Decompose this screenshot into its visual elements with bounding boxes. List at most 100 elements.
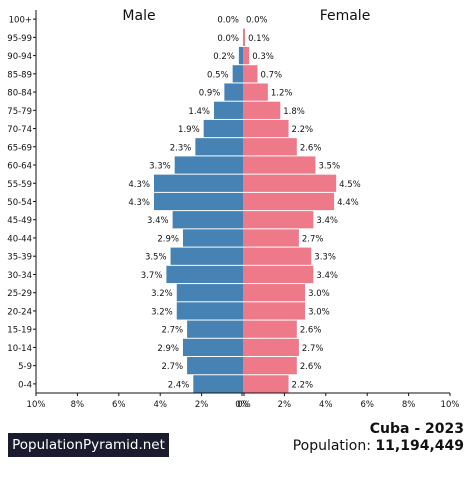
male-bar <box>203 119 243 138</box>
male-value-label: 3.7% <box>141 271 163 281</box>
age-group-label: 0-4 <box>18 380 32 390</box>
age-group-label: 80-84 <box>7 89 32 99</box>
age-group-label: 40-44 <box>7 234 32 244</box>
x-tick-label: 6% <box>360 400 374 410</box>
male-bar <box>174 156 243 174</box>
age-group-label: 35-39 <box>7 253 32 263</box>
age-group-label: 70-74 <box>7 125 32 135</box>
female-bar <box>243 284 306 302</box>
female-value-label: 0.0% <box>246 16 268 26</box>
female-bar <box>243 83 268 101</box>
age-group-label: 15-19 <box>7 326 32 336</box>
age-group-label: 5-9 <box>18 362 32 372</box>
male-value-label: 2.9% <box>157 344 179 354</box>
female-bar <box>243 375 289 393</box>
female-value-label: 0.3% <box>252 52 274 62</box>
male-heading: Male <box>122 8 155 24</box>
male-value-label: 1.9% <box>178 125 200 135</box>
male-bar <box>214 101 243 119</box>
male-bar <box>187 357 243 375</box>
female-value-label: 3.4% <box>316 271 338 281</box>
population-value: 11,194,449 <box>375 438 464 454</box>
age-group-label: 95-99 <box>7 34 32 44</box>
female-bar <box>243 247 312 265</box>
chart-title: Cuba - 2023 <box>369 421 464 437</box>
x-tick-label: 2% <box>195 400 209 410</box>
female-value-label: 0.7% <box>260 70 282 80</box>
male-bar <box>187 320 243 338</box>
female-value-label: 2.6% <box>300 326 322 336</box>
x-tick-label: 4% <box>319 400 333 410</box>
female-value-label: 4.5% <box>339 180 361 190</box>
male-bar <box>170 247 243 265</box>
male-value-label: 3.2% <box>151 289 173 299</box>
age-group-label: 50-54 <box>7 198 32 208</box>
female-bar <box>243 211 314 229</box>
female-value-label: 2.7% <box>302 234 324 244</box>
male-value-label: 4.3% <box>128 180 150 190</box>
male-value-label: 2.7% <box>162 326 184 336</box>
male-bar <box>176 284 243 302</box>
female-value-label: 2.6% <box>300 362 322 372</box>
male-bar <box>182 229 243 247</box>
x-tick-label: 10% <box>441 400 460 410</box>
x-tick-label: 8% <box>402 400 416 410</box>
x-tick-label: 2% <box>278 400 292 410</box>
x-tick-label: 0% <box>237 400 251 410</box>
male-bar <box>195 138 243 156</box>
age-group-label: 20-24 <box>7 307 32 317</box>
female-bar <box>243 65 258 83</box>
age-group-label: 90-94 <box>7 52 32 62</box>
female-value-label: 1.2% <box>271 89 293 99</box>
male-value-label: 2.4% <box>168 380 190 390</box>
female-value-label: 2.7% <box>302 344 324 354</box>
female-value-label: 2.2% <box>292 125 314 135</box>
male-value-label: 2.9% <box>157 234 179 244</box>
male-value-label: 0.0% <box>217 34 239 44</box>
female-bar <box>243 338 299 357</box>
population-label: Population: <box>292 438 371 454</box>
male-value-label: 3.4% <box>147 216 169 226</box>
male-value-label: 3.5% <box>145 253 167 263</box>
x-tick-label: 4% <box>153 400 167 410</box>
female-value-label: 3.4% <box>316 216 338 226</box>
female-heading: Female <box>320 8 371 24</box>
female-bar <box>243 229 299 247</box>
age-group-label: 100+ <box>9 16 32 26</box>
male-bar <box>172 211 243 229</box>
x-tick-label: 10% <box>27 400 46 410</box>
male-bar <box>224 83 243 101</box>
male-value-label: 4.3% <box>128 198 150 208</box>
male-bar <box>238 46 243 65</box>
brand-badge[interactable]: PopulationPyramid.net <box>8 433 169 457</box>
age-group-label: 85-89 <box>7 70 32 80</box>
male-value-label: 0.2% <box>213 52 235 62</box>
female-value-label: 3.5% <box>318 162 340 172</box>
male-value-label: 0.9% <box>199 89 221 99</box>
female-bar <box>243 101 281 119</box>
age-group-label: 30-34 <box>7 271 32 281</box>
population-pyramid-chart: Male Female 0.0% 0.0% 100+ 0.0% 0.1% 95-99 0.2% 0… <box>7 8 460 410</box>
age-group-label: 10-14 <box>7 344 32 354</box>
female-value-label: 3.3% <box>314 253 336 263</box>
female-bar <box>243 119 289 138</box>
age-group-label: 75-79 <box>7 107 32 117</box>
female-bar <box>243 156 316 174</box>
age-group-label: 60-64 <box>7 162 32 172</box>
female-value-label: 3.0% <box>308 289 330 299</box>
female-value-label: 2.6% <box>300 143 322 153</box>
female-bar <box>243 28 246 46</box>
female-value-label: 0.1% <box>248 34 270 44</box>
female-bar <box>243 174 337 192</box>
male-value-label: 2.3% <box>170 143 192 153</box>
female-bar <box>243 357 297 375</box>
male-value-label: 1.4% <box>188 107 210 117</box>
female-value-label: 1.8% <box>283 107 305 117</box>
age-group-label: 65-69 <box>7 143 32 153</box>
male-value-label: 0.5% <box>207 70 229 80</box>
female-bar <box>243 138 297 156</box>
female-bar <box>243 265 314 284</box>
male-value-label: 3.2% <box>151 307 173 317</box>
population-readout: Population: 11,194,449 <box>293 438 464 454</box>
male-bar <box>166 265 243 284</box>
